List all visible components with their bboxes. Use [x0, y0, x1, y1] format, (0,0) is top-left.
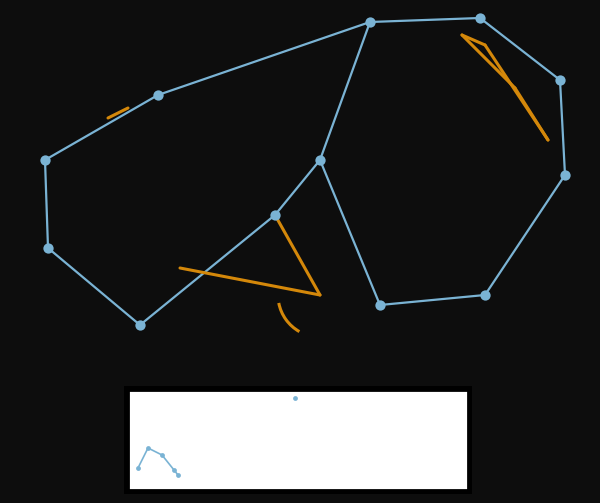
Point [315, 156, 325, 164]
Point [135, 321, 145, 329]
Point [43, 244, 53, 252]
Point [480, 291, 490, 299]
Point [157, 451, 167, 459]
Point [143, 444, 153, 452]
Point [169, 466, 179, 474]
Point [375, 301, 385, 309]
Point [133, 464, 143, 472]
Point [173, 471, 183, 479]
Point [270, 211, 280, 219]
Bar [124, 386, 472, 494]
Point [290, 394, 300, 402]
Point [555, 76, 565, 84]
Point [40, 156, 50, 164]
Point [560, 171, 570, 179]
Point [153, 91, 163, 99]
Bar [128, 390, 468, 490]
Point [475, 14, 485, 22]
Point [365, 18, 375, 26]
